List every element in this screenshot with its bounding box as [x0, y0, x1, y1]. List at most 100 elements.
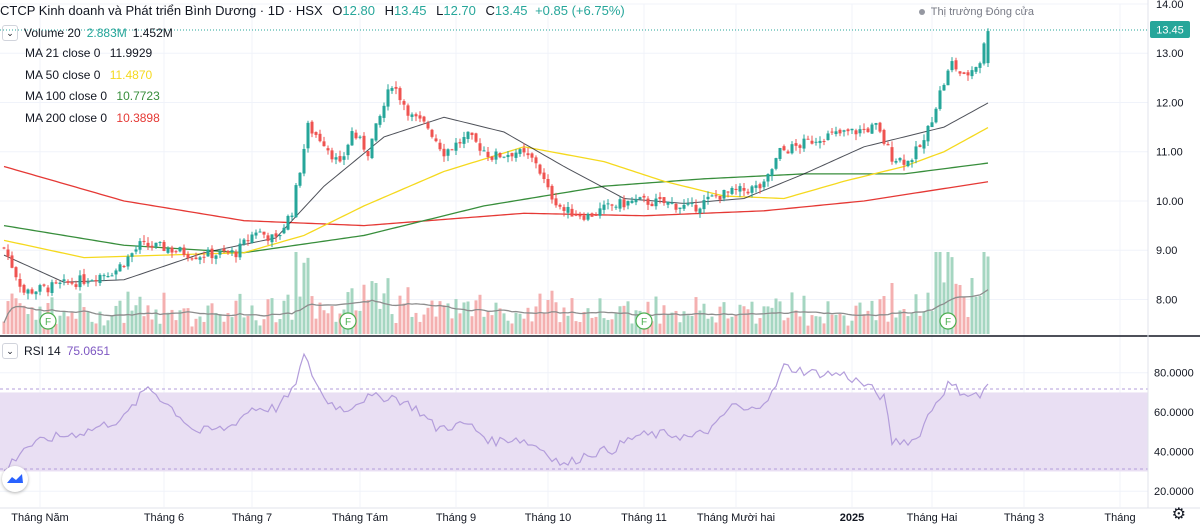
candle-body	[986, 31, 990, 64]
volume-bar	[70, 312, 74, 334]
volume-bar	[130, 310, 134, 334]
ma21-legend[interactable]: MA 21 close 0 11.9929	[25, 46, 152, 60]
volume-bar	[798, 316, 802, 334]
volume-bar	[406, 287, 410, 334]
volume-bar	[862, 314, 866, 334]
candle-body	[658, 197, 662, 200]
candle-body	[502, 156, 506, 158]
candle-body	[62, 279, 66, 281]
candle-body	[966, 72, 970, 76]
candle-body	[566, 206, 570, 213]
candle-body	[922, 140, 926, 149]
candle-body	[34, 291, 38, 295]
volume-bar	[894, 317, 898, 334]
volume-bar	[886, 321, 890, 334]
marker-label: F	[345, 317, 351, 328]
volume-bar	[858, 302, 862, 334]
candle-body	[538, 164, 542, 174]
candle-body	[286, 215, 290, 230]
symbol-title[interactable]: CTCP Kinh doanh và Phát triển Bình Dương…	[0, 3, 323, 18]
volume-bar	[18, 303, 22, 334]
chevron-down-icon[interactable]: ⌄	[2, 25, 18, 41]
candle-body	[198, 257, 202, 260]
volume-bar	[710, 316, 714, 334]
volume-bar	[906, 316, 910, 334]
open-label: O	[332, 3, 343, 18]
candle-body	[718, 195, 722, 200]
candle-body	[482, 150, 486, 152]
ma50-legend[interactable]: MA 50 close 0 11.4870	[25, 68, 152, 82]
symbol-header: CTCP Kinh doanh và Phát triển Bình Dương…	[0, 3, 625, 18]
candle-body	[58, 282, 62, 285]
candle-body	[478, 143, 482, 151]
candle-body	[26, 289, 30, 294]
volume-bar	[78, 293, 82, 334]
time-tick-label: Tháng 7	[232, 512, 272, 524]
candle-body	[30, 289, 34, 294]
candle-body	[558, 204, 562, 207]
candle-body	[378, 116, 382, 125]
candle-body	[470, 132, 474, 135]
ma200-legend[interactable]: MA 200 close 0 10.3898	[25, 111, 160, 125]
candle-body	[630, 200, 634, 203]
candle-body	[134, 249, 138, 252]
candle-body	[6, 249, 10, 257]
time-tick-label: Tháng 9	[436, 512, 476, 524]
candle-body	[446, 149, 450, 156]
volume-bar	[458, 313, 462, 334]
candle-body	[322, 141, 326, 147]
volume-bar	[846, 325, 850, 334]
volume-bar	[506, 320, 510, 334]
volume-bars	[2, 252, 990, 334]
volume-bar	[810, 315, 814, 334]
candle-body	[462, 137, 466, 144]
rsi-label[interactable]: RSI 14	[24, 344, 61, 358]
volume-bar	[570, 298, 574, 334]
volume-bar	[450, 318, 454, 334]
candle-body	[498, 152, 502, 158]
volume-bar	[230, 317, 234, 334]
price-axis[interactable]: 14.00 13.00 12.00 11.00 10.00 9.00 8.00	[1156, 0, 1184, 306]
volume-bar	[666, 314, 670, 334]
volume-bar	[358, 310, 362, 334]
volume-bar	[494, 302, 498, 334]
candle-body	[442, 148, 446, 157]
volume-bar	[578, 322, 582, 334]
settings-gear-icon[interactable]: ⚙	[1171, 506, 1186, 523]
volume-bar	[622, 305, 626, 334]
volume-value-2: 1.452M	[132, 26, 173, 40]
candle-body	[794, 143, 798, 146]
candle-body	[230, 250, 234, 253]
candle-body	[254, 232, 258, 236]
time-axis[interactable]: Tháng Năm Tháng 6 Tháng 7 Tháng Tám Tháng 9 T…	[11, 512, 1135, 524]
volume-bar	[926, 292, 930, 334]
candle-body	[274, 233, 278, 237]
volume-label[interactable]: Volume 20	[24, 26, 81, 40]
volume-bar	[978, 296, 982, 334]
candle-body	[594, 214, 598, 216]
chevron-down-icon[interactable]: ⌄	[2, 343, 18, 359]
volume-bar	[706, 318, 710, 334]
tradingview-logo-icon[interactable]	[2, 466, 28, 492]
volume-bar	[534, 306, 538, 334]
rsi-axis[interactable]: 80.0000 60.0000 40.0000 20.0000	[1154, 368, 1194, 499]
candle-body	[830, 131, 834, 133]
volume-bar	[626, 301, 630, 334]
marker-label: F	[945, 317, 951, 328]
ma100-legend[interactable]: MA 100 close 0 10.7723	[25, 89, 160, 103]
candle-body	[282, 227, 286, 234]
volume-bar	[954, 283, 958, 334]
candle-body	[10, 255, 14, 268]
volume-bar	[258, 325, 262, 334]
candles	[2, 28, 990, 300]
volume-bar	[214, 312, 218, 334]
volume-bar	[242, 317, 246, 334]
candle-body	[518, 149, 522, 154]
volume-bar	[298, 296, 302, 334]
volume-bar	[110, 315, 114, 334]
ma200-line	[3, 165, 989, 227]
volume-bar	[266, 299, 270, 334]
volume-bar	[166, 312, 170, 334]
volume-bar	[22, 305, 26, 334]
